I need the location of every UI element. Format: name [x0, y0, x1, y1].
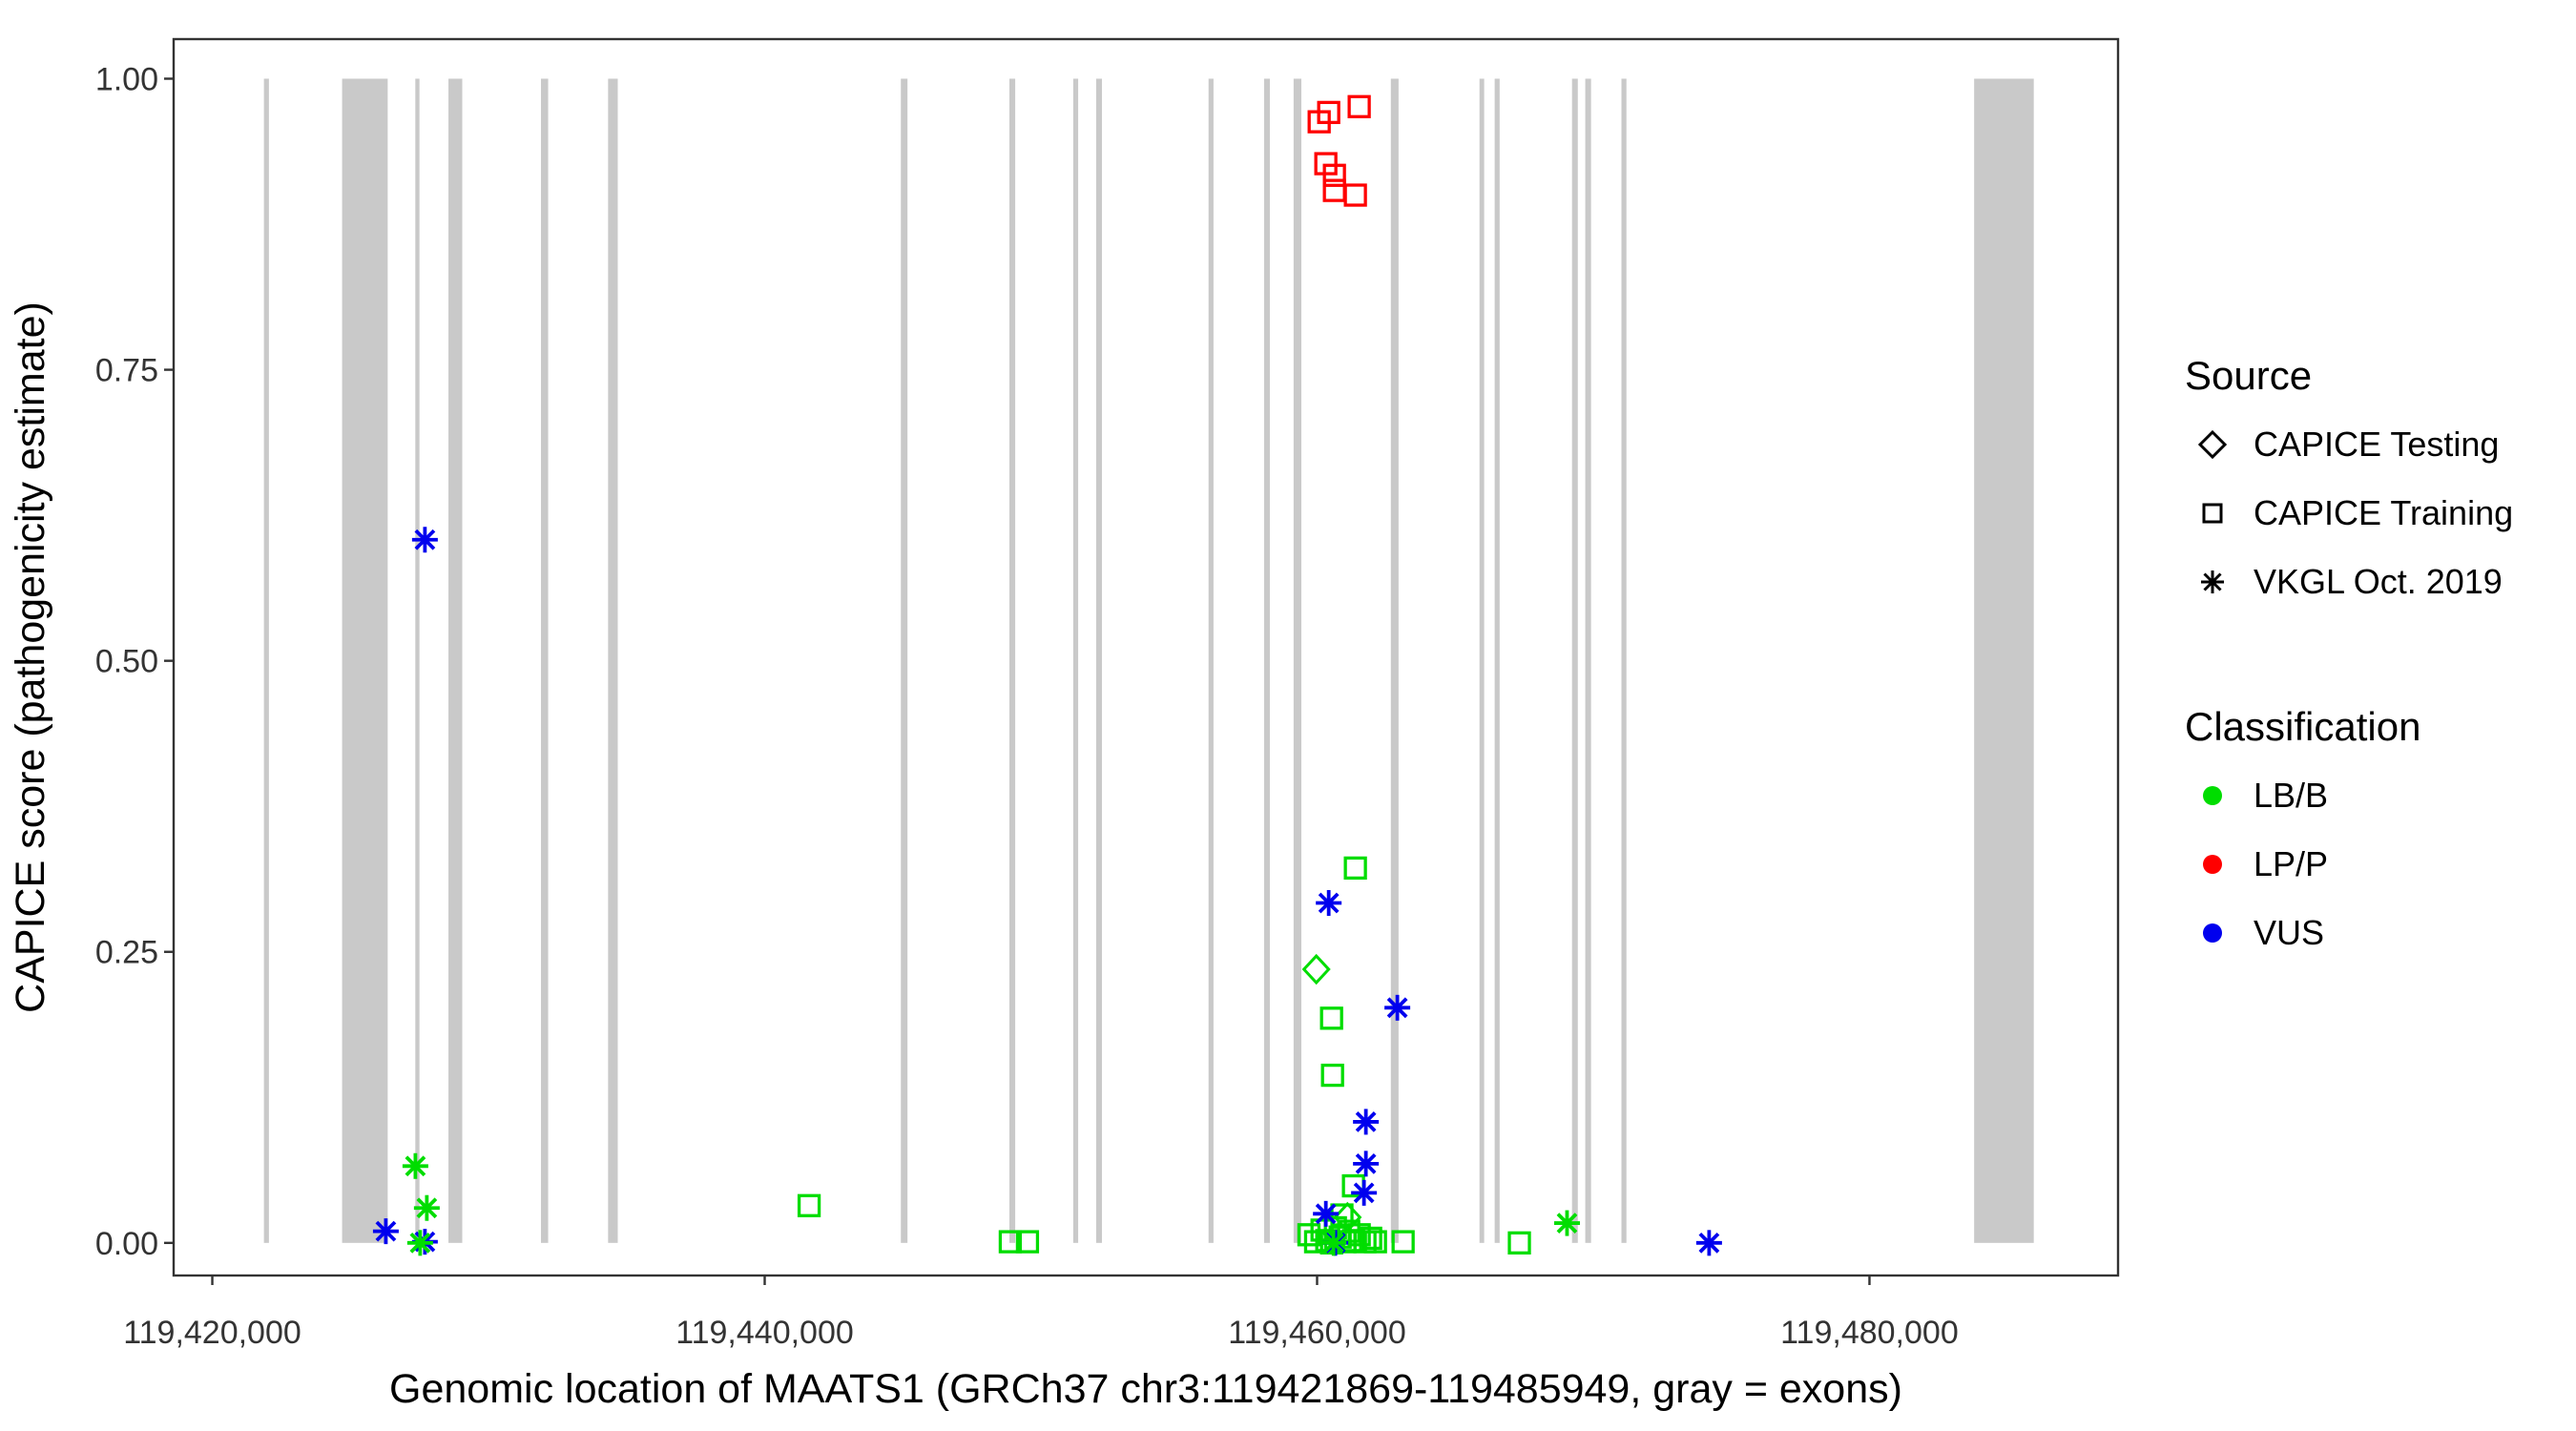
- data-point-square: [1507, 1231, 1531, 1255]
- y-tick-label: 0.00: [95, 1226, 158, 1262]
- x-tick-label: 119,440,000: [675, 1315, 854, 1351]
- exon-bar: [1494, 78, 1500, 1243]
- y-tick-label: 1.00: [95, 61, 158, 97]
- y-axis-title: CAPICE score (pathogenicity estimate): [8, 301, 53, 1013]
- y-tick-label: 0.25: [95, 935, 158, 971]
- exon-bar: [1390, 78, 1399, 1243]
- exon-bar: [1479, 78, 1485, 1243]
- exon-bar: [541, 78, 549, 1243]
- data-point-asterisk: [1695, 1230, 1722, 1256]
- data-point-square: [797, 1193, 821, 1217]
- legend-item-label: CAPICE Testing: [2254, 425, 2500, 464]
- data-point-asterisk: [1351, 1179, 1378, 1206]
- diamond-icon: [2185, 410, 2240, 479]
- data-point-square: [1322, 178, 1346, 202]
- legend-item-capice-testing: CAPICE Testing: [2185, 410, 2566, 479]
- x-axis-title: Genomic location of MAATS1 (GRCh37 chr3:…: [389, 1366, 1902, 1412]
- legend-classification-title: Classification: [2185, 704, 2421, 749]
- exon-bar: [263, 78, 269, 1243]
- x-tick-label: 119,460,000: [1228, 1315, 1406, 1351]
- exon-bar: [1072, 78, 1079, 1243]
- exon-bar: [1263, 78, 1270, 1243]
- data-point-square: [1319, 1006, 1343, 1030]
- data-point-asterisk: [1316, 889, 1342, 916]
- asterisk-icon: [2185, 548, 2240, 616]
- legend-source-title: Source: [2185, 353, 2313, 398]
- data-point-asterisk: [1353, 1151, 1380, 1177]
- exon-bar: [608, 78, 618, 1243]
- data-point-asterisk: [1553, 1210, 1580, 1236]
- exon-bar: [1208, 78, 1214, 1243]
- legend-item-lbb: LB/B: [2185, 761, 2566, 830]
- data-point-square: [1343, 856, 1367, 881]
- data-point-square: [1343, 183, 1367, 207]
- panel-border: [172, 37, 2120, 1277]
- legend-item-label: LP/P: [2254, 844, 2329, 883]
- blue-dot-icon: [2185, 899, 2240, 967]
- data-point-square: [1347, 94, 1371, 118]
- data-points: [372, 94, 1722, 1256]
- x-tick-label: 119,420,000: [123, 1315, 301, 1351]
- legend-item-vus: VUS: [2185, 899, 2566, 967]
- legend-source: Source CAPICE Testing CAPICE Training: [2185, 351, 2566, 616]
- data-point-square: [1359, 1226, 1382, 1251]
- exon-bar: [1585, 78, 1591, 1243]
- exon-bar: [342, 78, 388, 1243]
- data-point-asterisk: [402, 1152, 428, 1179]
- exon-bar: [1008, 78, 1016, 1243]
- data-point-asterisk: [411, 527, 438, 553]
- exon-bar: [901, 78, 908, 1243]
- y-tick-label: 0.75: [95, 353, 158, 389]
- data-point-square: [1320, 1063, 1344, 1088]
- data-point-asterisk: [372, 1218, 399, 1245]
- data-point-square: [1363, 1230, 1387, 1254]
- exon-bar: [1621, 78, 1627, 1243]
- data-point-diamond: [1301, 953, 1331, 985]
- data-point-square: [1297, 1223, 1321, 1247]
- data-point-asterisk: [1353, 1109, 1380, 1135]
- exon-bar: [448, 78, 463, 1243]
- y-tick-label: 0.50: [95, 644, 158, 680]
- data-point-square: [998, 1230, 1023, 1254]
- exon-bars: [263, 78, 2034, 1243]
- square-icon: [2185, 479, 2240, 548]
- red-dot-icon: [2185, 830, 2240, 899]
- green-dot-icon: [2185, 761, 2240, 830]
- legend-item-label: VKGL Oct. 2019: [2254, 562, 2503, 601]
- exon-bar: [1095, 78, 1102, 1243]
- legend-classification: Classification LB/B LP/P VUS: [2185, 702, 2566, 967]
- legend-item-lpp: LP/P: [2185, 830, 2566, 899]
- legend-item-label: VUS: [2254, 913, 2325, 952]
- data-point-square: [1317, 100, 1340, 125]
- data-point-asterisk: [1313, 1200, 1340, 1227]
- axes: 119,420,000 119,440,000 119,460,000 119,480…: [95, 37, 2120, 1351]
- x-tick-label: 119,480,000: [1780, 1315, 1959, 1351]
- exon-bar: [1974, 78, 2034, 1243]
- legend-item-vkgl: VKGL Oct. 2019: [2185, 548, 2566, 616]
- data-point-asterisk: [413, 1194, 440, 1221]
- data-point-square: [1391, 1230, 1415, 1254]
- legend-item-capice-training: CAPICE Training: [2185, 479, 2566, 548]
- exon-bar: [1293, 78, 1301, 1243]
- data-point-asterisk: [406, 1230, 433, 1256]
- data-point-asterisk: [1384, 994, 1411, 1021]
- exon-bar: [415, 78, 420, 1243]
- legend-item-label: CAPICE Training: [2254, 493, 2514, 532]
- legend-item-label: LB/B: [2254, 776, 2329, 815]
- exon-bar: [1571, 78, 1578, 1243]
- data-point-square: [1322, 163, 1346, 187]
- data-point-square: [1015, 1230, 1040, 1254]
- data-point-asterisk: [1320, 1230, 1347, 1256]
